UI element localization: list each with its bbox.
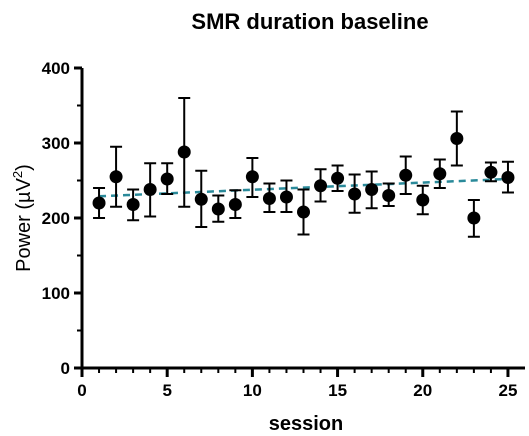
data-point-group — [262, 182, 276, 213]
data-point — [143, 183, 157, 196]
data-point — [416, 193, 430, 207]
y-axis-label-superscript: 2 — [10, 171, 25, 178]
data-point — [433, 167, 447, 181]
data-point-group — [331, 164, 345, 192]
data-point-group — [194, 169, 208, 228]
data-point — [314, 179, 328, 193]
y-tick-label: 0 — [61, 359, 70, 378]
data-point — [262, 192, 276, 205]
data-point-group — [484, 161, 498, 183]
data-point-group — [279, 179, 293, 213]
data-point — [160, 172, 174, 186]
data-point — [484, 165, 498, 179]
data-point-group — [211, 194, 225, 223]
x-tick-label: 10 — [243, 381, 262, 400]
data-point — [109, 170, 123, 184]
data-point-group — [297, 188, 310, 236]
x-tick-label: 5 — [162, 381, 171, 400]
data-point — [126, 198, 140, 211]
data-point-group — [450, 110, 464, 167]
data-point — [177, 145, 191, 159]
y-tick-label: 100 — [42, 284, 70, 303]
data-point-group — [109, 145, 123, 208]
data-point-group — [501, 160, 515, 194]
data-point — [331, 171, 345, 185]
data-point — [228, 198, 242, 211]
data-point-group — [314, 168, 328, 203]
x-tick-label: 0 — [77, 381, 86, 400]
y-axis-label-close: ) — [13, 164, 35, 171]
data-point-group — [92, 187, 106, 219]
y-tick-label: 400 — [42, 59, 70, 78]
data-point — [399, 168, 413, 182]
data-point — [92, 196, 106, 210]
data-point — [279, 190, 293, 204]
y-axis-label: Power (µV2) — [10, 164, 35, 272]
data-point-group — [433, 158, 447, 189]
data-point-group — [177, 97, 191, 208]
data-point — [450, 132, 464, 145]
x-tick-label: 25 — [499, 381, 518, 400]
data-point-group — [245, 157, 259, 198]
data-point-group — [382, 182, 396, 207]
data-point — [365, 183, 379, 196]
data-point — [211, 202, 225, 216]
y-axis-label-text: Power (µV — [13, 177, 35, 271]
y-tick-label: 200 — [42, 209, 70, 228]
data-point — [297, 205, 310, 219]
data-point-group — [228, 189, 242, 219]
data-point-group — [365, 170, 379, 210]
data-point-group — [399, 155, 413, 195]
data-point — [348, 187, 362, 201]
data-point — [501, 171, 515, 184]
data-point-group — [160, 162, 174, 195]
chart-title: SMR duration baseline — [191, 9, 428, 34]
data-point — [467, 211, 481, 225]
data-point-group — [467, 199, 481, 238]
x-axis-label: session — [269, 413, 343, 435]
data-point — [382, 189, 396, 202]
x-tick-label: 20 — [413, 381, 432, 400]
points-layer — [92, 97, 515, 238]
axes-layer: 0 100 200 300 400 0 5 10 15 20 25 — [42, 59, 525, 400]
y-tick-label: 300 — [42, 134, 70, 153]
data-point — [194, 192, 208, 206]
data-point-group — [143, 162, 157, 218]
data-point — [245, 170, 259, 184]
x-tick-label: 15 — [328, 381, 347, 400]
data-point-group — [348, 173, 362, 214]
data-point-group — [126, 188, 140, 222]
data-point-group — [416, 184, 430, 216]
